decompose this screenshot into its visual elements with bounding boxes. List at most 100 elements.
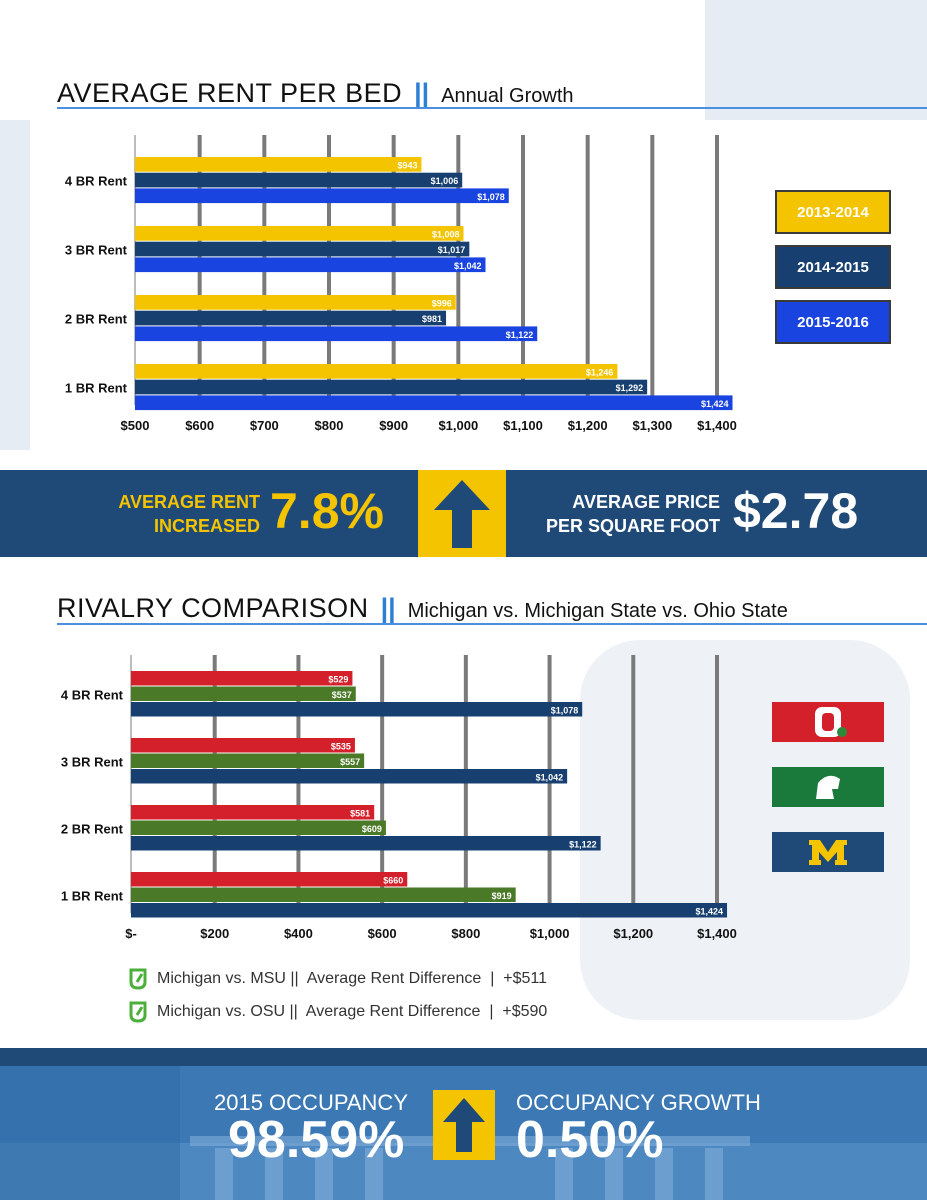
bar [131, 686, 356, 701]
bar-data-label: $1,017 [438, 245, 466, 255]
bar [131, 836, 601, 851]
bar [131, 887, 516, 902]
occupancy-growth-label: OCCUPANCY GROWTH [516, 1090, 761, 1115]
category-label: 3 BR Rent [61, 754, 124, 769]
x-tick-label: $600 [185, 418, 214, 433]
bar [135, 310, 447, 326]
note-osu-text: Michigan vs. OSU || Average Rent Differe… [157, 1003, 548, 1020]
bar-data-label: $981 [422, 314, 442, 324]
occupancy-growth-value: 0.50% [516, 1111, 664, 1169]
x-tick-label: $1,000 [530, 926, 570, 941]
bar-data-label: $919 [492, 891, 512, 901]
bar-data-label: $1,424 [701, 399, 729, 409]
category-label: 4 BR Rent [65, 174, 128, 189]
bar [135, 241, 470, 257]
occupancy-band: 2015 OCCUPANCY 98.59% OCCUPANCY GROWTH 0… [0, 1048, 927, 1200]
bar-data-label: $660 [383, 875, 403, 885]
x-tick-label: $1,100 [503, 418, 543, 433]
bar-data-label: $1,042 [454, 261, 482, 271]
category-label: 2 BR Rent [65, 312, 128, 327]
michigan-logo [772, 832, 884, 872]
price-label-line1: AVERAGE PRICE [572, 492, 720, 512]
note-osu: Michigan vs. OSU || Average Rent Differe… [128, 1001, 547, 1023]
bar [135, 257, 486, 273]
stats-band: AVERAGE RENT INCREASED 7.8% AVERAGE PRIC… [0, 470, 927, 557]
x-tick-label: $1,400 [697, 926, 737, 941]
x-tick-label: $500 [121, 418, 150, 433]
x-tick-label: $1,000 [438, 418, 478, 433]
occupancy-arrow-box [433, 1090, 495, 1160]
section1-subtitle: Annual Growth [441, 85, 574, 107]
price-sqft-label: AVERAGE PRICE PER SQUARE FOOT [520, 490, 720, 538]
category-label: 1 BR Rent [65, 381, 128, 396]
bar-data-label: $1,292 [616, 383, 644, 393]
legend-2013-2014: 2013-2014 [775, 190, 891, 234]
rent-increase-value: 7.8% [270, 483, 384, 539]
rent-increase-label: AVERAGE RENT INCREASED [60, 490, 260, 538]
bar-data-label: $581 [350, 808, 370, 818]
rent-growth-chart: $500 $600 $700 $800 $900 $1,000 $1,100 $1,200 $1… [65, 135, 737, 433]
bar [131, 903, 728, 918]
section1-divider: || [414, 78, 430, 108]
section2-divider: || [380, 593, 396, 623]
x-tick-label: $700 [250, 418, 279, 433]
background-logo-shape [705, 0, 927, 120]
bar [131, 671, 353, 686]
x-tick-label: $1,300 [632, 418, 672, 433]
section1-title: AVERAGE RENT PER BED [57, 78, 403, 108]
x-tick-label: $900 [379, 418, 408, 433]
spartan-helmet-icon [816, 775, 840, 799]
x-tick-label: $800 [451, 926, 480, 941]
bar [131, 805, 375, 820]
bar [131, 769, 568, 784]
bar [131, 738, 355, 753]
occupancy-value: 98.59% [228, 1111, 405, 1169]
occupancy-label: 2015 OCCUPANCY [214, 1090, 408, 1115]
bar [131, 820, 386, 835]
bar-data-label: $1,006 [431, 176, 459, 186]
category-label: 4 BR Rent [61, 687, 124, 702]
bar [131, 702, 583, 717]
bar [135, 295, 456, 310]
bar-data-label: $535 [331, 741, 351, 751]
bar-data-label: $1,078 [551, 705, 579, 715]
bar [135, 364, 618, 379]
bar-data-label: $1,246 [586, 367, 614, 377]
ohio-state-logo [772, 702, 884, 742]
bar [135, 395, 733, 411]
bar-data-label: $537 [332, 690, 352, 700]
note-msu: Michigan vs. MSU || Average Rent Differe… [128, 968, 547, 990]
bar-data-label: $1,122 [569, 839, 597, 849]
legend-label: 2015-2016 [797, 313, 869, 331]
legend-2015-2016: 2015-2016 [775, 300, 891, 344]
bar-data-label: $1,122 [506, 330, 534, 340]
category-label: 1 BR Rent [61, 888, 124, 903]
bar-data-label: $943 [397, 160, 417, 170]
shield-logo-icon [129, 968, 147, 990]
bar-data-label: $557 [340, 757, 360, 767]
up-arrow-icon [443, 1098, 485, 1152]
bar-data-label: $1,042 [536, 772, 564, 782]
bar [135, 172, 463, 188]
block-m-icon [809, 840, 847, 865]
up-arrow-box [418, 470, 506, 557]
bar [135, 326, 538, 342]
section2-subtitle: Michigan vs. Michigan State vs. Ohio Sta… [407, 600, 788, 622]
section2-heading: RIVALRY COMPARISON || Michigan vs. Michiga… [57, 593, 788, 624]
section2-rule [57, 623, 927, 625]
section2-title: RIVALRY COMPARISON [57, 593, 369, 623]
section1-rule [57, 107, 927, 109]
bar [135, 157, 422, 172]
shield-logo-icon [129, 1001, 147, 1023]
bar [131, 872, 408, 887]
up-arrow-icon [434, 480, 490, 548]
x-tick-label: $200 [200, 926, 229, 941]
category-label: 3 BR Rent [65, 243, 128, 258]
rent-label-line2: INCREASED [153, 516, 260, 536]
bar-data-label: $529 [328, 674, 348, 684]
price-sqft-value: $2.78 [733, 483, 859, 539]
legend-2014-2015: 2014-2015 [775, 245, 891, 289]
bar [131, 753, 365, 768]
rivalry-chart: $- $200 $400 $600 $800 $1,000 $1,200 $1,400 4 BR… [61, 655, 737, 941]
category-label: 2 BR Rent [61, 821, 124, 836]
